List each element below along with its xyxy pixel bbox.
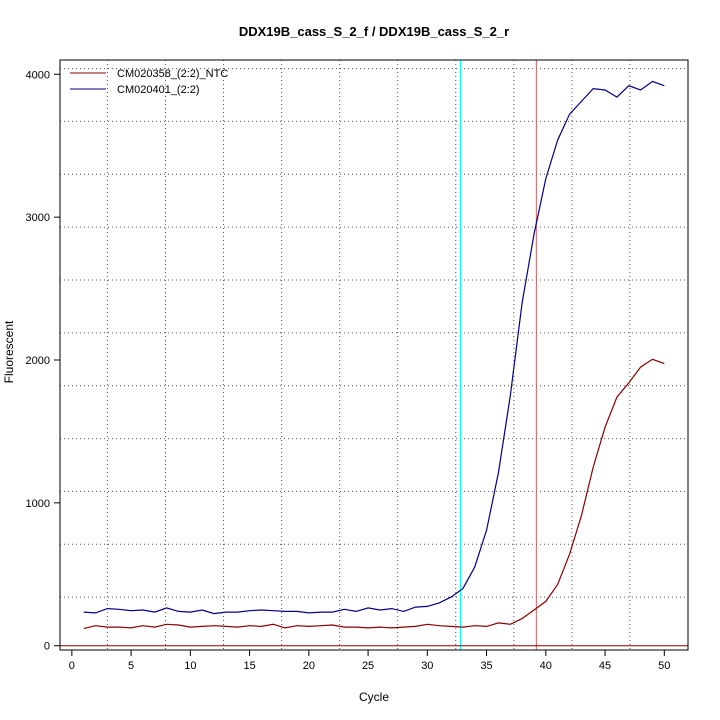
x-tick-label: 25 — [362, 660, 374, 672]
x-tick-label: 40 — [540, 660, 552, 672]
y-tick-label: 0 — [44, 641, 50, 653]
x-tick-label: 30 — [421, 660, 433, 672]
legend-label-sample: CM020401_(2:2) — [117, 84, 200, 96]
series-lines — [83, 80, 665, 630]
x-tick-label: 0 — [69, 660, 75, 672]
x-tick-label: 45 — [599, 660, 611, 672]
chart-title: DDX19B_cass_S_2_f / DDX19B_cass_S_2_r — [239, 24, 509, 39]
x-tick-label: 20 — [303, 660, 315, 672]
x-tick-label: 10 — [184, 660, 196, 672]
threshold-lines — [459, 60, 537, 650]
x-tick-label: 50 — [658, 660, 670, 672]
y-tick-label: 3000 — [26, 212, 50, 224]
series-line-1 — [83, 80, 665, 615]
x-axis: 0 5 10 15 20 25 30 35 40 45 50 — [69, 650, 670, 672]
plot-frame — [59, 59, 689, 651]
x-tick-label: 5 — [128, 660, 134, 672]
y-tick-label: 4000 — [26, 69, 50, 81]
y-axis-label: Fluorescent — [2, 320, 16, 383]
x-tick-label: 15 — [243, 660, 255, 672]
y-tick-label: 1000 — [26, 498, 50, 510]
series-line-0 — [83, 358, 665, 630]
x-axis-label: Cycle — [359, 690, 389, 704]
y-axis: 0 1000 2000 3000 4000 — [26, 69, 60, 653]
grid — [60, 60, 689, 650]
legend-label-ntc: CM020358_(2:2)_NTC — [117, 68, 228, 80]
y-tick-label: 2000 — [26, 355, 50, 367]
x-tick-label: 35 — [480, 660, 492, 672]
legend: CM020358_(2:2)_NTC CM020401_(2:2) — [70, 68, 228, 96]
